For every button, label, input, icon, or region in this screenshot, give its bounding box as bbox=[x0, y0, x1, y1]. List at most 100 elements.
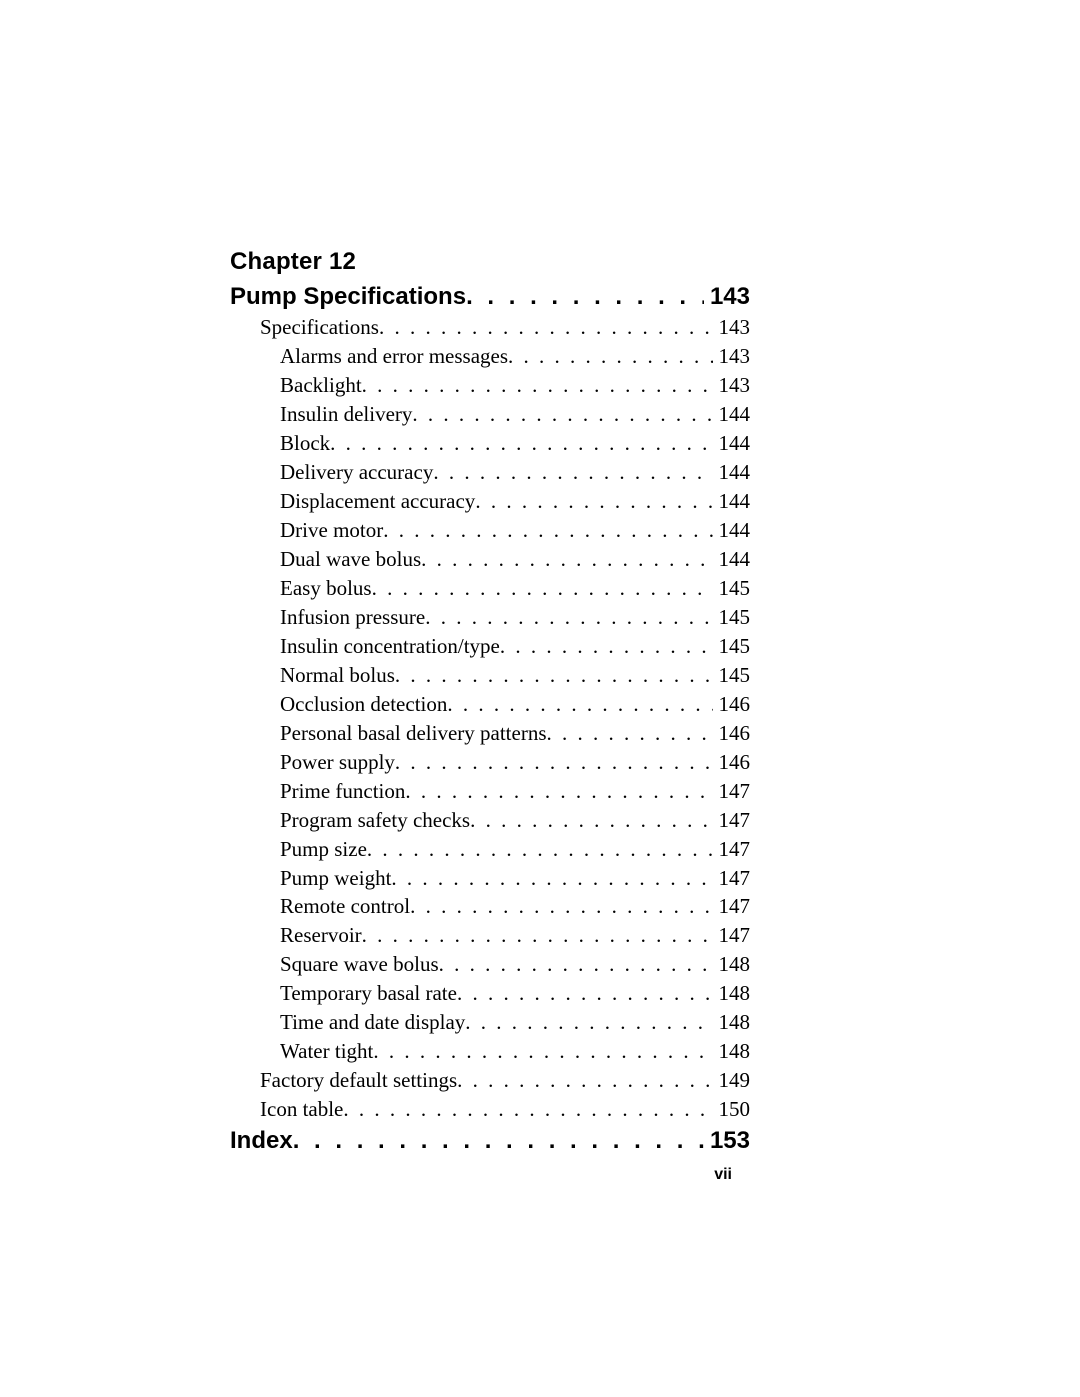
toc-entry-title: Pump size bbox=[280, 835, 367, 864]
toc-leader-dots bbox=[465, 1008, 712, 1037]
toc-entry-page: 147 bbox=[713, 806, 751, 835]
toc-leader-dots bbox=[547, 719, 713, 748]
toc-entry-page: 144 bbox=[713, 487, 751, 516]
toc-leader-dots bbox=[508, 342, 712, 371]
toc-entry: Insulin concentration/type 145 bbox=[280, 632, 750, 661]
toc-entry-title: Alarms and error messages bbox=[280, 342, 508, 371]
toc-leader-dots bbox=[379, 313, 713, 342]
toc-entry-title: Drive motor bbox=[280, 516, 383, 545]
toc-entry-page: 145 bbox=[713, 632, 751, 661]
toc-leader-dots bbox=[433, 458, 712, 487]
toc-leader-dots bbox=[372, 574, 713, 603]
toc-entry-page: 147 bbox=[713, 921, 751, 950]
toc-leader-dots bbox=[447, 690, 712, 719]
toc-entry-page: 146 bbox=[713, 719, 751, 748]
toc-entry-title: Water tight bbox=[280, 1037, 373, 1066]
toc-entry-page: 145 bbox=[713, 603, 751, 632]
toc-entry: Water tight148 bbox=[280, 1037, 750, 1066]
toc-entry-title: Block bbox=[280, 429, 330, 458]
toc-leader-dots bbox=[373, 1037, 712, 1066]
toc-entry: Drive motor 144 bbox=[280, 516, 750, 545]
toc-entry-page: 153 bbox=[704, 1124, 750, 1157]
toc-entry-title: Icon table bbox=[260, 1095, 343, 1124]
toc-leader-dots bbox=[395, 748, 713, 777]
toc-rows: Pump Specifications143Specifications143A… bbox=[230, 280, 750, 1157]
toc-leader-dots bbox=[367, 835, 713, 864]
toc-entry-page: 144 bbox=[713, 545, 751, 574]
toc-leader-dots bbox=[457, 1066, 712, 1095]
toc-entry-page: 148 bbox=[713, 950, 751, 979]
toc-leader-dots bbox=[383, 516, 712, 545]
toc-entry-page: 143 bbox=[713, 342, 751, 371]
toc-entry-title: Factory default settings bbox=[260, 1066, 457, 1095]
toc-leader-dots bbox=[395, 661, 713, 690]
toc-leader-dots bbox=[391, 864, 712, 893]
toc-entry-title: Infusion pressure bbox=[280, 603, 425, 632]
toc-entry: Alarms and error messages 143 bbox=[280, 342, 750, 371]
toc-entry-title: Displacement accuracy bbox=[280, 487, 475, 516]
toc-entry: Occlusion detection 146 bbox=[280, 690, 750, 719]
toc-entry-title: Index bbox=[230, 1124, 293, 1157]
toc-entry: Normal bolus145 bbox=[280, 661, 750, 690]
toc-entry-page: 144 bbox=[713, 429, 751, 458]
toc-entry-page: 144 bbox=[713, 516, 751, 545]
toc-entry-title: Personal basal delivery patterns bbox=[280, 719, 547, 748]
toc-leader-dots bbox=[362, 921, 713, 950]
toc-leader-dots bbox=[405, 777, 712, 806]
toc-entry-title: Insulin concentration/type bbox=[280, 632, 500, 661]
toc-entry-page: 150 bbox=[713, 1095, 751, 1124]
toc-entry-title: Time and date display bbox=[280, 1008, 465, 1037]
toc-entry-page: 147 bbox=[713, 777, 751, 806]
toc-leader-dots bbox=[410, 892, 712, 921]
toc-entry: Dual wave bolus144 bbox=[280, 545, 750, 574]
toc-entry: Index 153 bbox=[230, 1124, 750, 1157]
toc-entry: Factory default settings 149 bbox=[260, 1066, 750, 1095]
toc-leader-dots bbox=[475, 487, 712, 516]
toc-leader-dots bbox=[293, 1124, 704, 1157]
toc-entry-page: 143 bbox=[713, 371, 751, 400]
toc-entry-page: 147 bbox=[713, 835, 751, 864]
toc-leader-dots bbox=[343, 1095, 712, 1124]
toc-entry: Reservoir 147 bbox=[280, 921, 750, 950]
toc-leader-dots bbox=[457, 979, 713, 1008]
toc-entry-title: Backlight bbox=[280, 371, 362, 400]
toc-entry: Square wave bolus 148 bbox=[280, 950, 750, 979]
toc-entry-title: Insulin delivery bbox=[280, 400, 412, 429]
toc-entry-title: Specifications bbox=[260, 313, 379, 342]
toc-entry: Pump weight147 bbox=[280, 864, 750, 893]
toc-entry-page: 145 bbox=[713, 574, 751, 603]
toc-entry: Easy bolus 145 bbox=[280, 574, 750, 603]
toc-entry: Pump size 147 bbox=[280, 835, 750, 864]
toc-entry: Remote control147 bbox=[280, 892, 750, 921]
toc-entry-title: Prime function bbox=[280, 777, 405, 806]
toc-entry: Time and date display 148 bbox=[280, 1008, 750, 1037]
toc-entry-title: Delivery accuracy bbox=[280, 458, 433, 487]
toc-entry-title: Occlusion detection bbox=[280, 690, 447, 719]
toc-entry-title: Program safety checks bbox=[280, 806, 470, 835]
toc-entry-page: 149 bbox=[713, 1066, 751, 1095]
page: Chapter 12 Pump Specifications143Specifi… bbox=[0, 0, 1080, 1397]
toc-entry-title: Square wave bolus bbox=[280, 950, 439, 979]
toc-entry: Insulin delivery 144 bbox=[280, 400, 750, 429]
toc-entry-title: Normal bolus bbox=[280, 661, 395, 690]
toc-entry-page: 146 bbox=[713, 690, 751, 719]
toc-entry-title: Easy bolus bbox=[280, 574, 372, 603]
toc-entry: Prime function 147 bbox=[280, 777, 750, 806]
toc-leader-dots bbox=[466, 280, 704, 313]
toc-entry-title: Reservoir bbox=[280, 921, 362, 950]
toc-leader-dots bbox=[439, 950, 713, 979]
toc-entry-page: 147 bbox=[713, 892, 751, 921]
toc-entry: Displacement accuracy 144 bbox=[280, 487, 750, 516]
toc-entry: Delivery accuracy144 bbox=[280, 458, 750, 487]
toc-leader-dots bbox=[470, 806, 712, 835]
toc-entry: Program safety checks 147 bbox=[280, 806, 750, 835]
toc-leader-dots bbox=[500, 632, 713, 661]
toc-entry: Specifications143 bbox=[260, 313, 750, 342]
toc-entry: Personal basal delivery patterns 146 bbox=[280, 719, 750, 748]
toc-entry-page: 148 bbox=[713, 1008, 751, 1037]
toc-entry: Temporary basal rate148 bbox=[280, 979, 750, 1008]
toc-entry-page: 144 bbox=[713, 400, 751, 429]
toc-entry-title: Temporary basal rate bbox=[280, 979, 457, 1008]
toc-entry-title: Power supply bbox=[280, 748, 395, 777]
toc-entry: Icon table 150 bbox=[260, 1095, 750, 1124]
